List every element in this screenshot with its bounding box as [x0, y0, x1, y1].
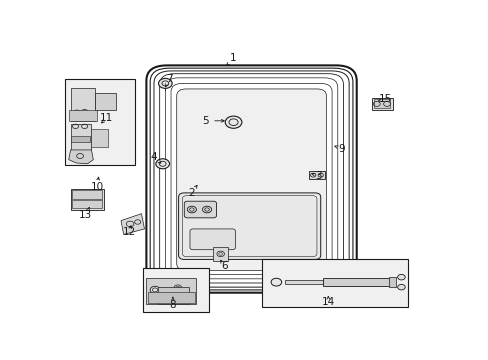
Bar [323, 278, 389, 286]
Bar [146, 278, 195, 304]
FancyBboxPatch shape [189, 229, 235, 250]
Text: 14: 14 [321, 297, 334, 307]
Bar [70, 136, 89, 141]
Circle shape [158, 78, 172, 89]
Circle shape [270, 278, 281, 286]
Text: 5: 5 [202, 116, 208, 126]
Circle shape [225, 116, 242, 128]
Text: 11: 11 [100, 113, 113, 123]
Bar [95, 93, 116, 110]
Bar [68, 110, 97, 121]
Text: 9: 9 [338, 144, 344, 153]
Bar [70, 87, 95, 121]
Text: 7: 7 [165, 74, 172, 84]
FancyBboxPatch shape [184, 201, 216, 218]
Bar [65, 79, 135, 165]
FancyBboxPatch shape [178, 193, 320, 260]
Text: 1: 1 [230, 53, 236, 63]
Bar [70, 123, 91, 150]
Bar [262, 258, 407, 307]
Text: 2: 2 [188, 188, 195, 198]
Polygon shape [68, 150, 93, 164]
Text: 12: 12 [122, 227, 136, 237]
Bar [72, 190, 102, 199]
Bar [388, 277, 395, 287]
Bar [72, 200, 102, 208]
Polygon shape [121, 214, 144, 234]
Bar [70, 189, 104, 210]
Bar [285, 280, 323, 284]
Bar [142, 268, 208, 312]
Text: 13: 13 [79, 210, 92, 220]
Text: 15: 15 [378, 94, 391, 104]
Circle shape [397, 274, 405, 280]
Text: 10: 10 [90, 183, 103, 192]
Text: 6: 6 [220, 261, 227, 271]
Bar [213, 247, 227, 261]
Bar [147, 292, 194, 303]
Bar [158, 287, 189, 304]
Circle shape [397, 284, 405, 290]
Text: 8: 8 [169, 300, 176, 310]
Bar [371, 98, 392, 110]
FancyBboxPatch shape [176, 89, 326, 270]
Circle shape [150, 286, 160, 293]
Circle shape [156, 159, 169, 169]
Text: 4: 4 [150, 152, 157, 162]
Text: 3: 3 [315, 171, 322, 181]
Bar [91, 129, 108, 147]
Bar [309, 171, 325, 179]
Bar [373, 99, 389, 108]
